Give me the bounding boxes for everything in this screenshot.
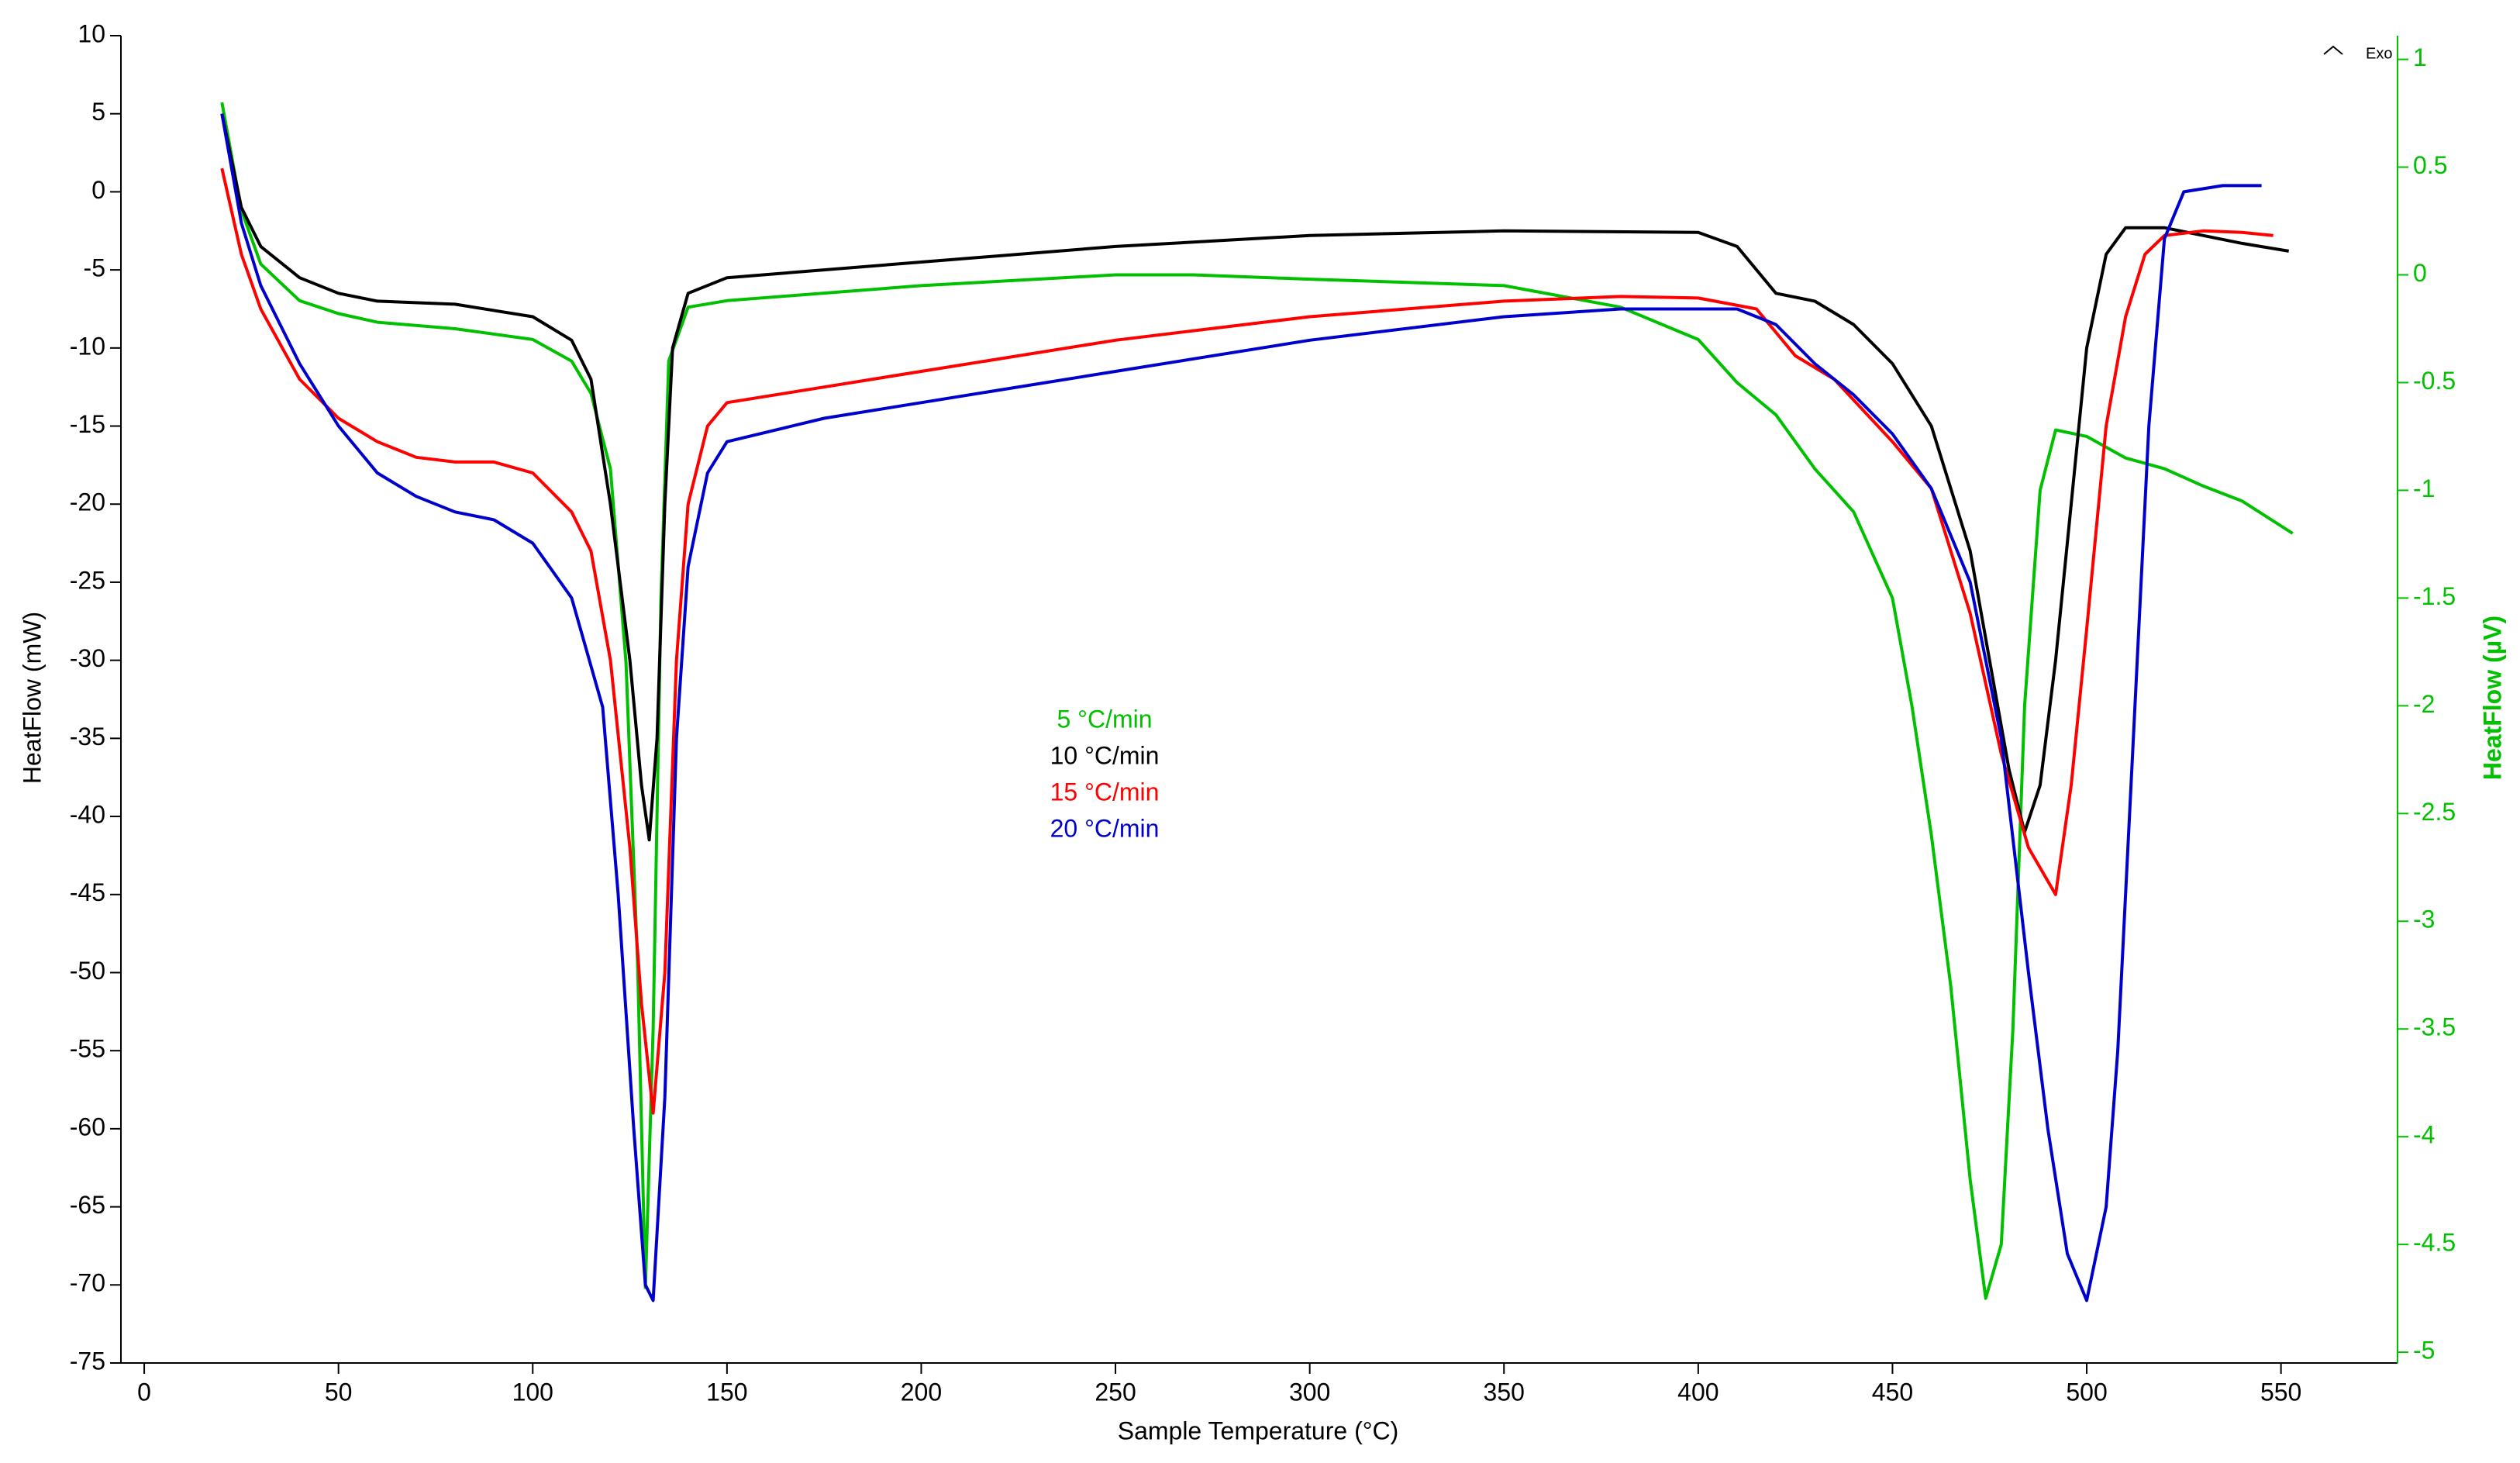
line-series (220, 113, 2290, 842)
legend-entry: 15 °C/min (1050, 778, 1160, 806)
legend-entry: 20 °C/min (1050, 814, 1160, 842)
x-tick-label: 100 (512, 1378, 553, 1406)
y-tick-label: 10 (78, 19, 105, 47)
y-tick-label: -50 (70, 957, 105, 985)
y-tick-label: -75 (70, 1347, 105, 1375)
y-tick-label: -45 (70, 878, 105, 906)
y2-tick-label: -3.5 (2413, 1013, 2456, 1041)
y-tick-label: -55 (70, 1035, 105, 1063)
line-series (220, 113, 2262, 1303)
x-tick-label: 300 (1289, 1378, 1330, 1406)
x-tick-label: 250 (1095, 1378, 1136, 1406)
x-tick-label: 150 (706, 1378, 747, 1406)
x-tick-label: 500 (2066, 1378, 2107, 1406)
y2-axis-label: HeatFlow (µV) (2478, 616, 2506, 780)
y-tick-label: -40 (70, 801, 105, 829)
y-tick-label: -60 (70, 1113, 105, 1140)
y-tick-label: -35 (70, 723, 105, 750)
y-tick-label: -5 (84, 254, 105, 282)
line-series (220, 167, 2274, 1115)
y-axis-label: HeatFlow (mW) (18, 612, 46, 784)
y2-tick-label: 0 (2413, 259, 2427, 287)
y2-tick-label: -4 (2413, 1121, 2435, 1149)
y2-tick-label: -2.5 (2413, 798, 2456, 826)
y-tick-label: -25 (70, 566, 105, 594)
y2-tick-label: -5 (2413, 1337, 2435, 1365)
x-tick-label: 550 (2260, 1378, 2301, 1406)
y2-tick-label: -3 (2413, 906, 2435, 933)
exo-arrow (2323, 45, 2343, 55)
legend-entry: 10 °C/min (1050, 741, 1160, 769)
y2-tick-label: -0.5 (2413, 367, 2456, 395)
x-axis-label: Sample Temperature (°C) (1118, 1416, 1399, 1444)
x-tick-label: 450 (1872, 1378, 1913, 1406)
x-tick-label: 0 (137, 1378, 151, 1406)
y-tick-label: -15 (70, 410, 105, 438)
y-tick-label: 5 (91, 98, 105, 126)
y2-tick-label: -4.5 (2413, 1229, 2456, 1257)
y-tick-label: 0 (91, 176, 105, 204)
y-tick-label: -70 (70, 1269, 105, 1297)
x-tick-label: 350 (1484, 1378, 1525, 1406)
x-tick-label: 400 (1677, 1378, 1718, 1406)
y-tick-label: -65 (70, 1191, 105, 1219)
y2-tick-label: 0.5 (2413, 151, 2447, 179)
y-tick-label: -30 (70, 644, 105, 672)
line-series (220, 102, 2294, 1300)
y2-tick-label: -2 (2413, 690, 2435, 718)
legend-entry: 5 °C/min (1057, 705, 1152, 733)
y2-tick-label: -1 (2413, 474, 2435, 502)
y2-tick-label: 1 (2413, 43, 2427, 71)
x-tick-label: 50 (325, 1378, 353, 1406)
y2-tick-label: -1.5 (2413, 582, 2456, 610)
y-tick-label: -20 (70, 488, 105, 516)
x-tick-label: 200 (901, 1378, 942, 1406)
y-tick-label: -10 (70, 332, 105, 360)
annotation: Exo (2366, 45, 2392, 62)
